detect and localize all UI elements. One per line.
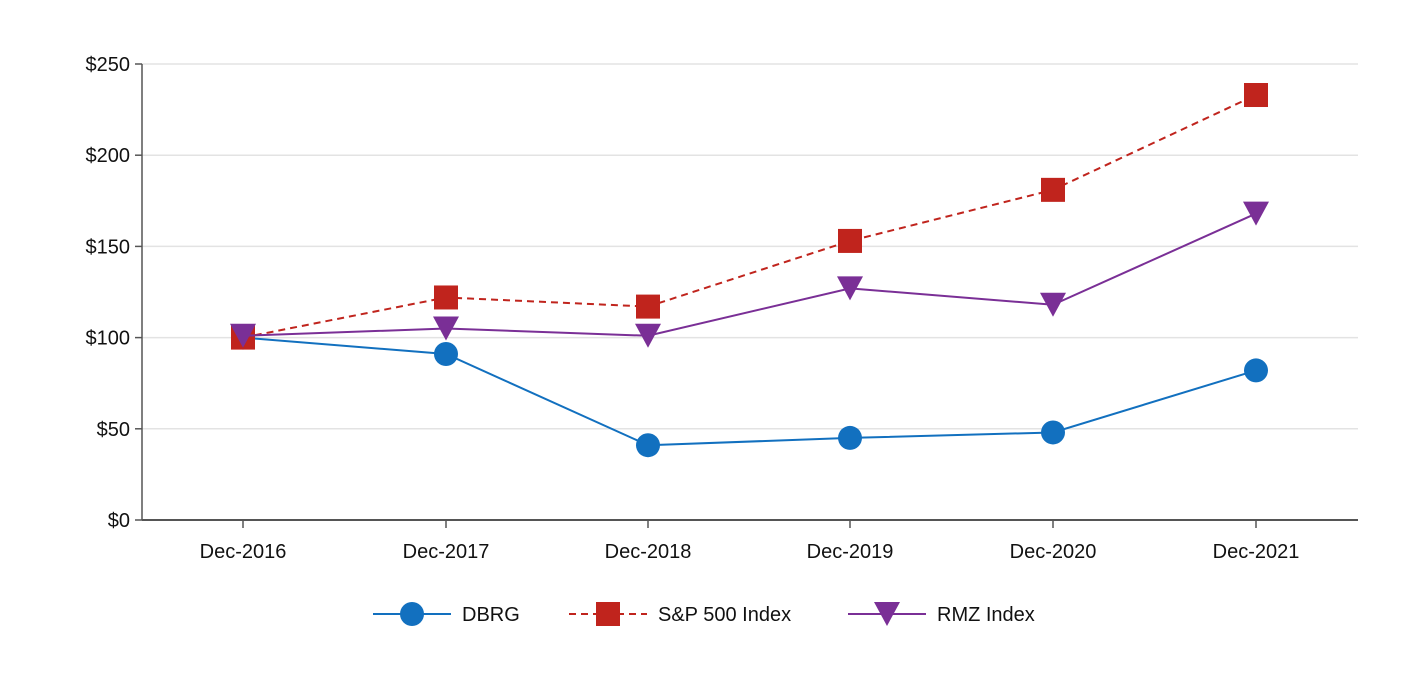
- data-point-rmz-index: [635, 323, 661, 348]
- legend-marker: [596, 602, 620, 626]
- data-point-s-p-500-index: [1041, 177, 1065, 202]
- y-tick-label: $250: [86, 54, 131, 76]
- grid-lines: [142, 63, 1358, 430]
- legend-label: DBRG: [462, 604, 520, 626]
- x-tick-label: Dec-2016: [200, 541, 287, 563]
- data-point-dbrg: [838, 425, 862, 450]
- x-tick-label: Dec-2017: [403, 541, 490, 563]
- data-point-rmz-index: [433, 316, 459, 341]
- data-point-s-p-500-index: [434, 285, 458, 310]
- legend-item-s-p-500-index: S&P 500 Index: [569, 602, 791, 626]
- data-point-dbrg: [636, 433, 660, 458]
- data-point-dbrg: [1244, 358, 1268, 383]
- legend-label: S&P 500 Index: [658, 604, 791, 626]
- y-axis-ticks: $0 $50 $100 $150 $200 $250: [86, 54, 142, 532]
- data-point-s-p-500-index: [838, 228, 862, 253]
- y-tick-label: $0: [108, 510, 130, 532]
- series-s-p-500-index: [231, 83, 1268, 350]
- y-tick-label: $150: [86, 236, 131, 258]
- data-point-rmz-index: [1243, 201, 1269, 226]
- x-tick-label: Dec-2019: [807, 541, 894, 563]
- data-point-dbrg: [434, 342, 458, 367]
- data-point-s-p-500-index: [1244, 83, 1268, 108]
- x-axis-ticks: Dec-2016 Dec-2017 Dec-2018 Dec-2019 Dec-2020…: [200, 520, 1300, 563]
- legend: DBRG S&P 500 Index RMZ Index: [373, 602, 1035, 626]
- data-point-rmz-index: [1040, 292, 1066, 317]
- series-rmz-index: [230, 201, 1269, 348]
- data-point-rmz-index: [837, 276, 863, 301]
- y-tick-label: $50: [97, 419, 130, 441]
- legend-item-rmz-index: RMZ Index: [848, 602, 1035, 626]
- data-point-s-p-500-index: [636, 294, 660, 319]
- series-line-s-p-500-index: [242, 94, 1257, 339]
- y-tick-label: $200: [86, 145, 131, 167]
- data-point-dbrg: [1041, 420, 1065, 445]
- x-tick-label: Dec-2018: [605, 541, 692, 563]
- x-tick-label: Dec-2021: [1213, 541, 1300, 563]
- legend-marker: [874, 602, 900, 626]
- series-dbrg: [231, 325, 1268, 458]
- legend-label: RMZ Index: [937, 604, 1035, 626]
- y-tick-label: $100: [86, 328, 131, 350]
- series-line-dbrg: [242, 336, 1257, 447]
- data-point-rmz-index: [230, 323, 256, 348]
- series-line-rmz-index: [242, 212, 1257, 337]
- legend-item-dbrg: DBRG: [373, 602, 520, 626]
- x-tick-label: Dec-2020: [1010, 541, 1097, 563]
- series-group: [230, 83, 1269, 458]
- legend-marker: [400, 602, 424, 626]
